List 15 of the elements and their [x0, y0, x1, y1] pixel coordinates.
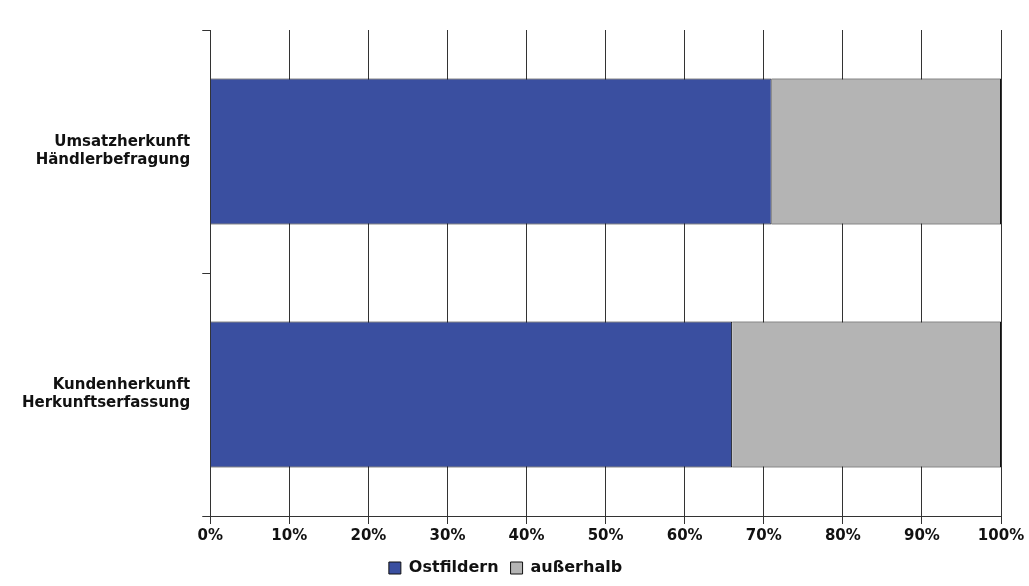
- x-tick-label: 100%: [977, 525, 1025, 544]
- x-tick-label: 10%: [271, 525, 308, 544]
- legend-label: Ostfildern: [408, 557, 499, 577]
- x-tick-label: 70%: [745, 525, 782, 544]
- x-tick-label: 0%: [197, 525, 223, 544]
- x-tick-label: 60%: [666, 525, 703, 544]
- y-tick-label: Kundenherkunft Herkunftserfassung: [21, 375, 191, 412]
- x-tick-label: 20%: [350, 525, 387, 544]
- x-tick-label: 80%: [824, 525, 861, 544]
- x-tick-label: 40%: [508, 525, 545, 544]
- x-tick-label: 30%: [429, 525, 466, 544]
- x-tick-label: 90%: [903, 525, 940, 544]
- y-tick-label: Umsatzherkunft Händlerbefragung: [35, 132, 191, 169]
- x-tick-label: 50%: [587, 525, 624, 544]
- legend-label: außerhalb: [530, 557, 623, 577]
